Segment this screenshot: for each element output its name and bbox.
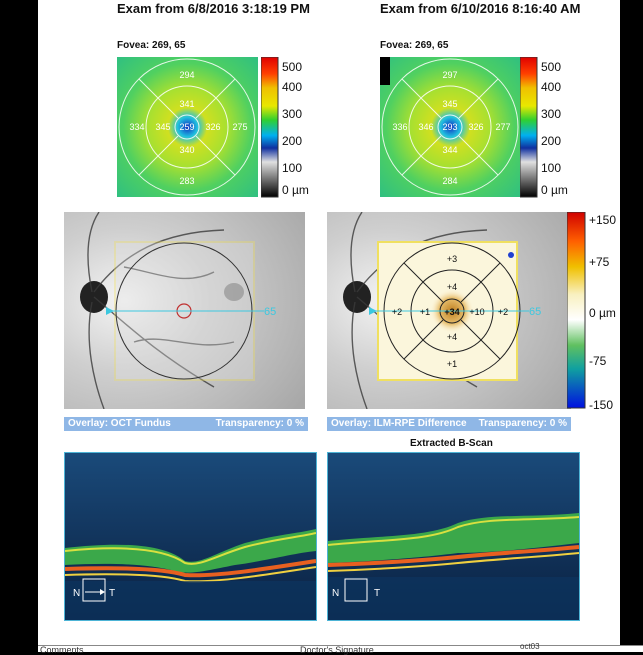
footer-signature: Doctor's Signature: [300, 645, 374, 655]
right-bscan-nasal: N: [332, 588, 339, 599]
diff-outer-left-value: +2: [392, 307, 402, 317]
left-scale-400: 400: [282, 80, 303, 94]
left-fovea-label: Fovea: 269, 65: [117, 40, 186, 51]
left-thickness-scale: [261, 57, 279, 198]
left-inner-left-value: 345: [155, 122, 170, 132]
right-outer-left-value: 336: [392, 122, 407, 132]
left-overlay-bar[interactable]: Overlay: OCT Fundus Transparency: 0 %: [64, 417, 308, 431]
left-inner-right-value: 326: [205, 122, 220, 132]
footer-id: oct03: [520, 642, 540, 651]
left-scale-100: 100: [282, 161, 303, 175]
right-scale-400: 400: [541, 80, 562, 94]
extracted-bscan-title: Extracted B-Scan: [410, 438, 493, 449]
right-inner-top-value: 345: [442, 99, 457, 109]
diff-scale-minus75: -75: [589, 354, 607, 368]
left-scale-500: 500: [282, 60, 303, 74]
right-thickness-map[interactable]: 297 345 336 346 326 277 344 284 293: [380, 57, 521, 197]
right-scale-100: 100: [541, 161, 562, 175]
right-inner-left-value: 346: [418, 122, 433, 132]
right-scale-200: 200: [541, 134, 562, 148]
right-scan-marker: 65: [529, 306, 541, 318]
difference-scale: [567, 212, 586, 409]
diff-scale-minus150: -150: [589, 398, 614, 412]
left-inner-bottom-value: 340: [179, 145, 194, 155]
right-scale-0: 0 µm: [541, 183, 568, 197]
left-outer-right-value: 275: [232, 122, 247, 132]
left-center-value: 259: [179, 122, 194, 132]
right-bscan-temporal: T: [374, 588, 380, 599]
left-bscan-image[interactable]: N T: [64, 452, 317, 621]
diff-scale-zero: 0 µm: [589, 306, 616, 320]
left-bscan-temporal: T: [109, 588, 115, 599]
diff-scale-plus75: +75: [589, 255, 610, 269]
diff-inner-bottom-value: +4: [447, 332, 457, 342]
diff-outer-right-value: +2: [498, 307, 508, 317]
right-outer-right-value: 277: [495, 122, 510, 132]
left-outer-bottom-value: 283: [179, 176, 194, 186]
right-thickness-scale: [520, 57, 538, 198]
left-outer-left-value: 334: [129, 122, 144, 132]
diff-outer-top-value: +3: [447, 254, 457, 264]
right-inner-bottom-value: 344: [442, 145, 457, 155]
right-fovea-label: Fovea: 269, 65: [380, 40, 449, 51]
left-fundus-image[interactable]: 65: [64, 212, 305, 409]
left-scan-marker: 65: [264, 306, 276, 318]
right-center-value: 293: [442, 122, 457, 132]
diff-inner-right-value: +10: [469, 307, 484, 317]
footer-strip: Comments Doctor's Signature oct03: [38, 642, 643, 655]
left-scale-200: 200: [282, 134, 303, 148]
right-overlay-bar[interactable]: Overlay: ILM-RPE Difference Transparency…: [327, 417, 571, 431]
left-scale-300: 300: [282, 107, 303, 121]
left-transparency-label[interactable]: Transparency: 0 %: [215, 418, 304, 429]
right-bscan-image[interactable]: N T: [327, 452, 580, 621]
left-exam-title: Exam from 6/8/2016 3:18:19 PM: [117, 1, 310, 16]
right-scale-500: 500: [541, 60, 562, 74]
left-outer-top-value: 294: [179, 70, 194, 80]
right-overlay-label[interactable]: Overlay: ILM-RPE Difference: [331, 418, 467, 429]
diff-inner-left-value: +1: [420, 307, 430, 317]
right-transparency-label[interactable]: Transparency: 0 %: [478, 418, 567, 429]
footer-comments: Comments: [40, 645, 84, 655]
right-outer-bottom-value: 284: [442, 176, 457, 186]
diff-outer-bottom-value: +1: [447, 359, 457, 369]
right-exam-title: Exam from 6/10/2016 8:16:40 AM: [380, 1, 581, 16]
right-fundus-image[interactable]: 65 +3 +4 +2 +1 +34 +10 +2 +4 +1: [327, 212, 571, 409]
diff-center-value: +34: [444, 307, 459, 317]
left-overlay-label[interactable]: Overlay: OCT Fundus: [68, 418, 171, 429]
right-outer-top-value: 297: [442, 70, 457, 80]
left-inner-top-value: 341: [179, 99, 194, 109]
right-inner-right-value: 326: [468, 122, 483, 132]
left-thickness-map[interactable]: 294 341 334 345 326 275 340 283 259: [117, 57, 258, 197]
left-scale-0: 0 µm: [282, 183, 309, 197]
diff-inner-top-value: +4: [447, 282, 457, 292]
right-scale-300: 300: [541, 107, 562, 121]
left-bscan-nasal: N: [73, 588, 80, 599]
diff-scale-plus150: +150: [589, 213, 617, 227]
